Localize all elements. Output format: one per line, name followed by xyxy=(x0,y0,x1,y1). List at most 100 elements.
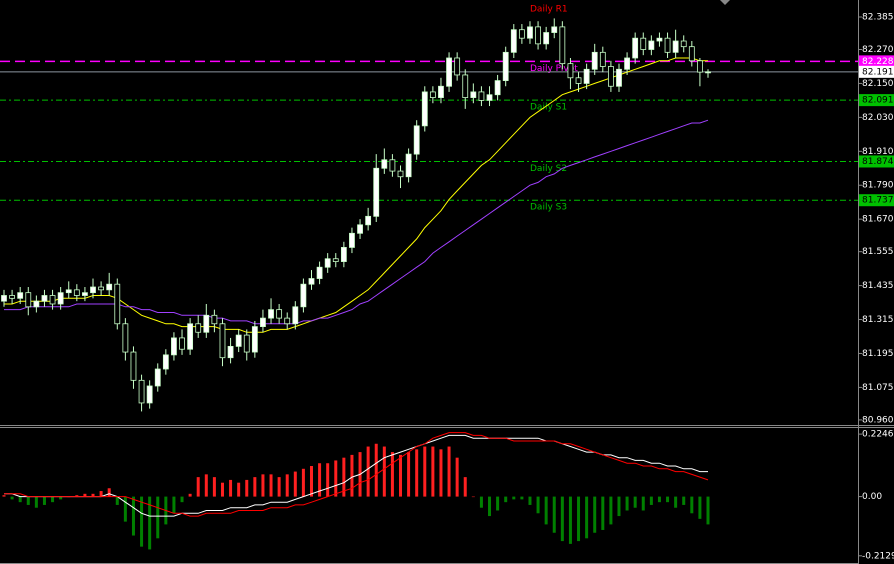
histogram-bar xyxy=(229,479,233,497)
candle-body xyxy=(316,266,323,279)
histogram-bar xyxy=(285,474,289,497)
candle-body xyxy=(49,295,56,305)
histogram-bar xyxy=(520,496,524,500)
histogram-bar xyxy=(674,496,678,508)
histogram-bar xyxy=(156,496,160,539)
indicator-line xyxy=(4,434,708,517)
candle-body xyxy=(429,91,436,98)
histogram-bar xyxy=(479,496,483,508)
level-label: Daily S2 xyxy=(530,164,567,174)
candle-body xyxy=(98,286,105,291)
candle-body xyxy=(559,26,566,65)
y-tick-label: 81.435 xyxy=(862,281,894,291)
histogram-bar xyxy=(463,477,467,497)
histogram-bar xyxy=(431,446,435,497)
candle-body xyxy=(381,159,388,169)
histogram-bar xyxy=(423,446,427,497)
histogram-bar xyxy=(277,477,281,497)
candle-body xyxy=(349,232,355,248)
histogram-bar xyxy=(698,496,702,519)
candle-body xyxy=(688,46,695,62)
candle-body xyxy=(624,57,630,70)
histogram-bar xyxy=(75,495,79,497)
candle-body xyxy=(284,317,291,325)
y-tick-label: 0.22469 xyxy=(862,430,894,440)
histogram-bar xyxy=(552,496,556,533)
level-price-label: 82.091 xyxy=(862,96,894,106)
histogram-bar xyxy=(34,496,38,508)
histogram-bar xyxy=(682,496,686,505)
histogram-bar xyxy=(512,496,516,500)
histogram-bar xyxy=(115,496,119,505)
level-price-box xyxy=(859,194,894,207)
candle-body xyxy=(243,334,250,353)
histogram-bar xyxy=(690,496,694,514)
histogram-bar xyxy=(382,446,386,497)
candle-body xyxy=(462,74,469,98)
histogram-bar xyxy=(633,496,637,508)
histogram-bar xyxy=(609,496,613,525)
y-tick-label: 82.270 xyxy=(862,45,894,55)
histogram-bar xyxy=(528,496,532,505)
scroll-marker xyxy=(720,0,730,5)
candle-body xyxy=(146,385,153,404)
histogram-bar xyxy=(560,496,564,542)
candle-body xyxy=(357,224,363,234)
histogram-bar xyxy=(455,457,459,497)
y-tick-label: 82.385 xyxy=(862,12,894,22)
indicator-line xyxy=(4,119,709,325)
candle-body xyxy=(664,37,671,53)
candle-body xyxy=(543,32,550,45)
level-price-box xyxy=(859,94,894,107)
candle-body xyxy=(340,247,347,262)
candle-body xyxy=(17,292,24,299)
candle-body xyxy=(260,317,266,328)
level-price-label: 81.874 xyxy=(862,157,894,167)
histogram-bar xyxy=(212,477,216,497)
histogram-bar xyxy=(666,496,670,503)
candle-body xyxy=(607,66,614,87)
candle-body xyxy=(494,80,501,96)
level-price-box xyxy=(859,155,894,168)
candle-body xyxy=(154,368,161,387)
candle-body xyxy=(179,337,185,350)
histogram-bar xyxy=(536,496,540,514)
candle-body xyxy=(171,337,177,356)
candle-body xyxy=(1,295,7,302)
current-price-box xyxy=(859,65,894,78)
histogram-bar xyxy=(342,457,346,497)
histogram-bar xyxy=(318,463,322,497)
candle-body xyxy=(82,292,88,296)
candle-body xyxy=(502,51,509,82)
level-label: Daily S3 xyxy=(530,203,567,213)
candle-body xyxy=(65,289,72,294)
histogram-bar xyxy=(172,496,176,514)
level-label: Daily Pivot xyxy=(530,64,578,74)
y-tick-label: 81.670 xyxy=(862,215,894,225)
histogram-bar xyxy=(42,496,46,505)
histogram-bar xyxy=(641,496,645,511)
candle-body xyxy=(389,159,396,172)
level-price-label: 82.228 xyxy=(862,57,894,67)
candle-body xyxy=(591,51,598,70)
histogram-bar xyxy=(585,496,589,539)
candle-body xyxy=(203,314,210,333)
histogram-bar xyxy=(309,466,313,497)
candle-body xyxy=(510,29,517,53)
candle-body xyxy=(518,29,525,39)
histogram-bar xyxy=(504,496,508,503)
histogram-bar xyxy=(334,460,338,497)
candle-body xyxy=(551,26,558,33)
candle-body xyxy=(162,354,169,370)
histogram-bar xyxy=(131,496,135,536)
y-tick-label: 81.790 xyxy=(862,181,894,191)
candle-body xyxy=(187,323,194,350)
candle-body xyxy=(130,351,137,381)
candle-body xyxy=(41,295,48,302)
histogram-bar xyxy=(649,496,653,505)
y-tick-label: 81.075 xyxy=(862,383,894,393)
candle-body xyxy=(73,289,80,296)
histogram-bar xyxy=(237,482,241,497)
candle-body xyxy=(616,68,622,87)
